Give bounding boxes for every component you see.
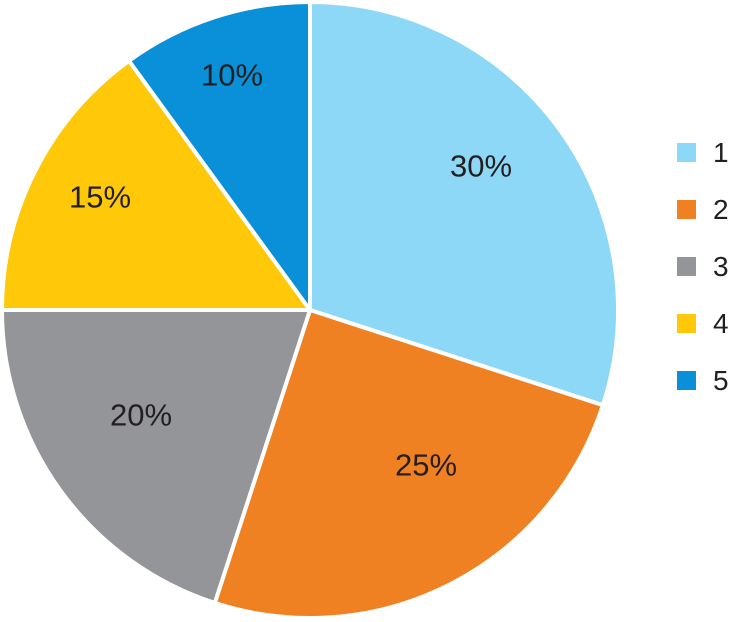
slice-label-3: 20% [110, 398, 172, 433]
legend-item-1: 1 [677, 138, 729, 166]
legend-item-5: 5 [677, 366, 729, 394]
slice-label-1: 30% [450, 149, 512, 184]
legend-label-2: 2 [713, 193, 729, 225]
legend-swatch-5 [677, 371, 696, 390]
slice-label-4: 15% [69, 180, 131, 215]
legend-item-2: 2 [677, 195, 729, 223]
legend-label-4: 4 [713, 307, 729, 339]
legend-swatch-2 [677, 200, 696, 219]
legend-item-3: 3 [677, 252, 729, 280]
legend-swatch-1 [677, 143, 696, 162]
legend: 1 2 3 4 5 [677, 138, 729, 394]
pie-slices [0, 0, 620, 620]
legend-swatch-4 [677, 314, 696, 333]
pie-slice-5 [126, 0, 312, 312]
pie-slice-labels: 30% 25% 20% 15% 10% [69, 58, 512, 483]
slice-label-2: 25% [395, 448, 457, 483]
slice-label-5: 10% [201, 58, 263, 93]
pie-slice-1 [308, 0, 620, 408]
legend-label-5: 5 [713, 364, 729, 396]
legend-label-3: 3 [713, 250, 729, 282]
pie-slice-2 [212, 308, 605, 620]
legend-swatch-3 [677, 257, 696, 276]
legend-item-4: 4 [677, 309, 729, 337]
legend-label-1: 1 [713, 136, 729, 168]
pie-slice-3 [0, 308, 312, 605]
pie-slice-4 [0, 58, 312, 312]
